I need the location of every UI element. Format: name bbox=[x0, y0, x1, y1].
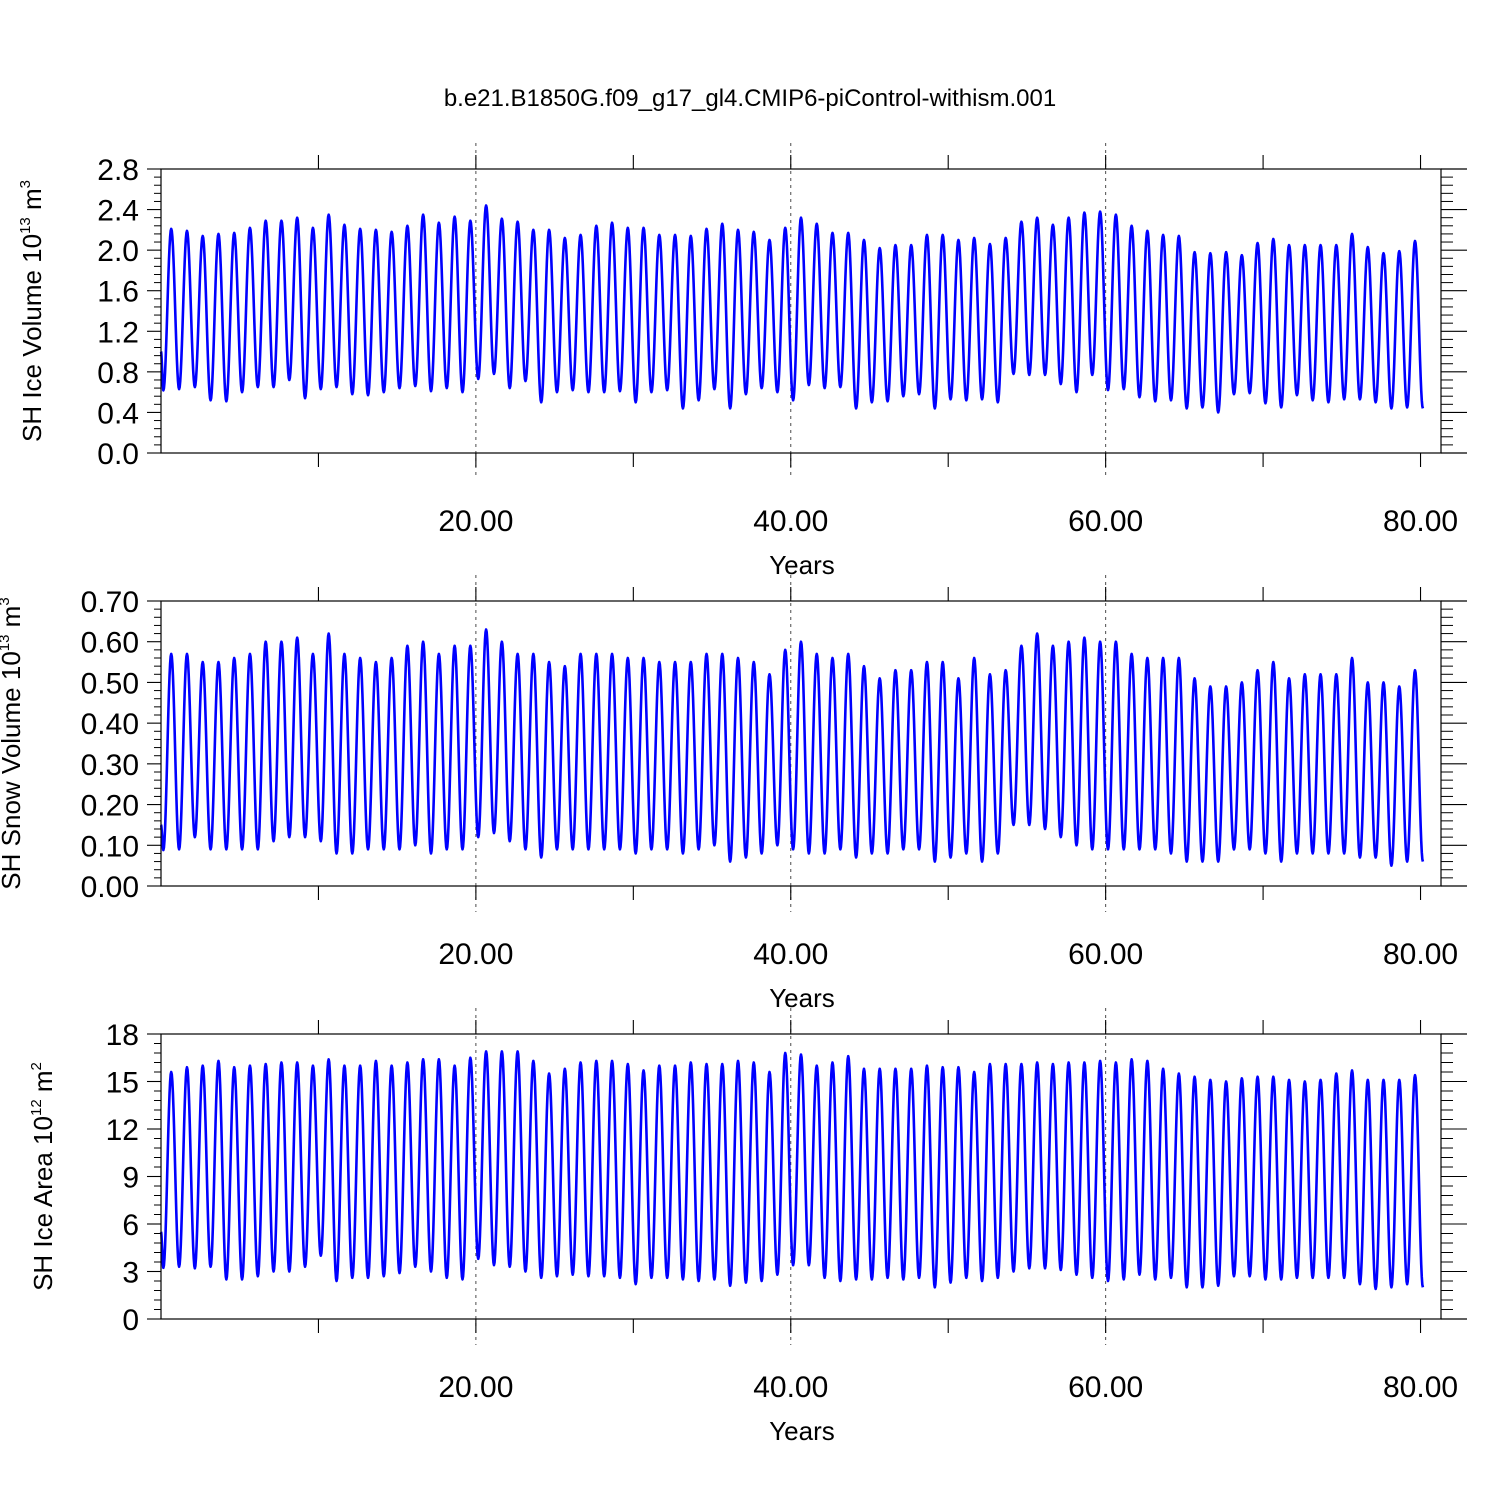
series-line bbox=[159, 1050, 1425, 1291]
x-tick-label: 60.00 bbox=[1068, 938, 1143, 971]
x-axis-title: Years bbox=[769, 983, 835, 1013]
x-axis-title: Years bbox=[769, 1416, 835, 1446]
x-tick-label: 40.00 bbox=[753, 505, 828, 538]
y-tick-label: 2.4 bbox=[97, 195, 139, 228]
y-axis-title: SH Ice Area 1012 m2 bbox=[28, 1062, 58, 1291]
y-axis-title: SH Snow Volume 1013 m3 bbox=[0, 597, 26, 889]
y-tick-label: 1.6 bbox=[97, 276, 139, 309]
y-tick-label: 2.8 bbox=[97, 154, 139, 187]
x-tick-label: 60.00 bbox=[1068, 1371, 1143, 1404]
y-tick-label: 0.4 bbox=[97, 397, 139, 430]
y-tick-label: 18 bbox=[106, 1019, 139, 1052]
y-tick-label: 0.40 bbox=[81, 708, 139, 741]
y-axis-title: SH Ice Volume 1013 m3 bbox=[17, 180, 47, 442]
plot-frame bbox=[160, 168, 1442, 454]
x-tick-label: 40.00 bbox=[753, 938, 828, 971]
y-tick-label: 12 bbox=[106, 1114, 139, 1147]
series-line bbox=[159, 204, 1425, 414]
x-tick-label: 80.00 bbox=[1383, 505, 1458, 538]
y-tick-label: 0.00 bbox=[81, 871, 139, 904]
y-tick-label: 0.30 bbox=[81, 749, 139, 782]
x-tick-label: 20.00 bbox=[438, 1371, 513, 1404]
x-tick-label: 40.00 bbox=[753, 1371, 828, 1404]
y-tick-label: 15 bbox=[106, 1067, 139, 1100]
figure-title: b.e21.B1850G.f09_g17_gl4.CMIP6-piControl… bbox=[444, 85, 1056, 112]
x-tick-label: 20.00 bbox=[438, 938, 513, 971]
plot-frame bbox=[160, 600, 1442, 887]
y-tick-label: 6 bbox=[122, 1209, 139, 1242]
y-tick-label: 0.70 bbox=[81, 586, 139, 619]
ice-area-panel: 0 3 6 9 12 15 18 20.00 40.00 60.00 80.00 Years SH Ic… bbox=[28, 1008, 1467, 1446]
y-tick-label: 0.50 bbox=[81, 667, 139, 700]
y-tick-label: 9 bbox=[122, 1162, 139, 1195]
y-tick-label: 0.20 bbox=[81, 790, 139, 823]
x-axis-title: Years bbox=[769, 550, 835, 580]
ice-volume-panel: 0.0 0.4 0.8 1.2 1.6 2.0 2.4 2.8 20.00 40.00 60.00 8… bbox=[17, 143, 1467, 580]
x-tick-label: 60.00 bbox=[1068, 505, 1143, 538]
y-tick-label: 0.60 bbox=[81, 627, 139, 660]
x-tick-label: 80.00 bbox=[1383, 938, 1458, 971]
y-tick-label: 0.10 bbox=[81, 830, 139, 863]
y-tick-label: 3 bbox=[122, 1257, 139, 1290]
series-line bbox=[159, 628, 1425, 867]
y-tick-label: 2.0 bbox=[97, 235, 139, 268]
y-tick-label: 0 bbox=[122, 1304, 139, 1337]
x-tick-label: 80.00 bbox=[1383, 1371, 1458, 1404]
snow-volume-panel: 0.00 0.10 0.20 0.30 0.40 0.50 0.60 0.70 20.00 40.… bbox=[0, 575, 1467, 1013]
y-tick-label: 0.0 bbox=[97, 438, 139, 471]
y-tick-label: 1.2 bbox=[97, 316, 139, 349]
y-tick-label: 0.8 bbox=[97, 357, 139, 390]
x-tick-label: 20.00 bbox=[438, 505, 513, 538]
